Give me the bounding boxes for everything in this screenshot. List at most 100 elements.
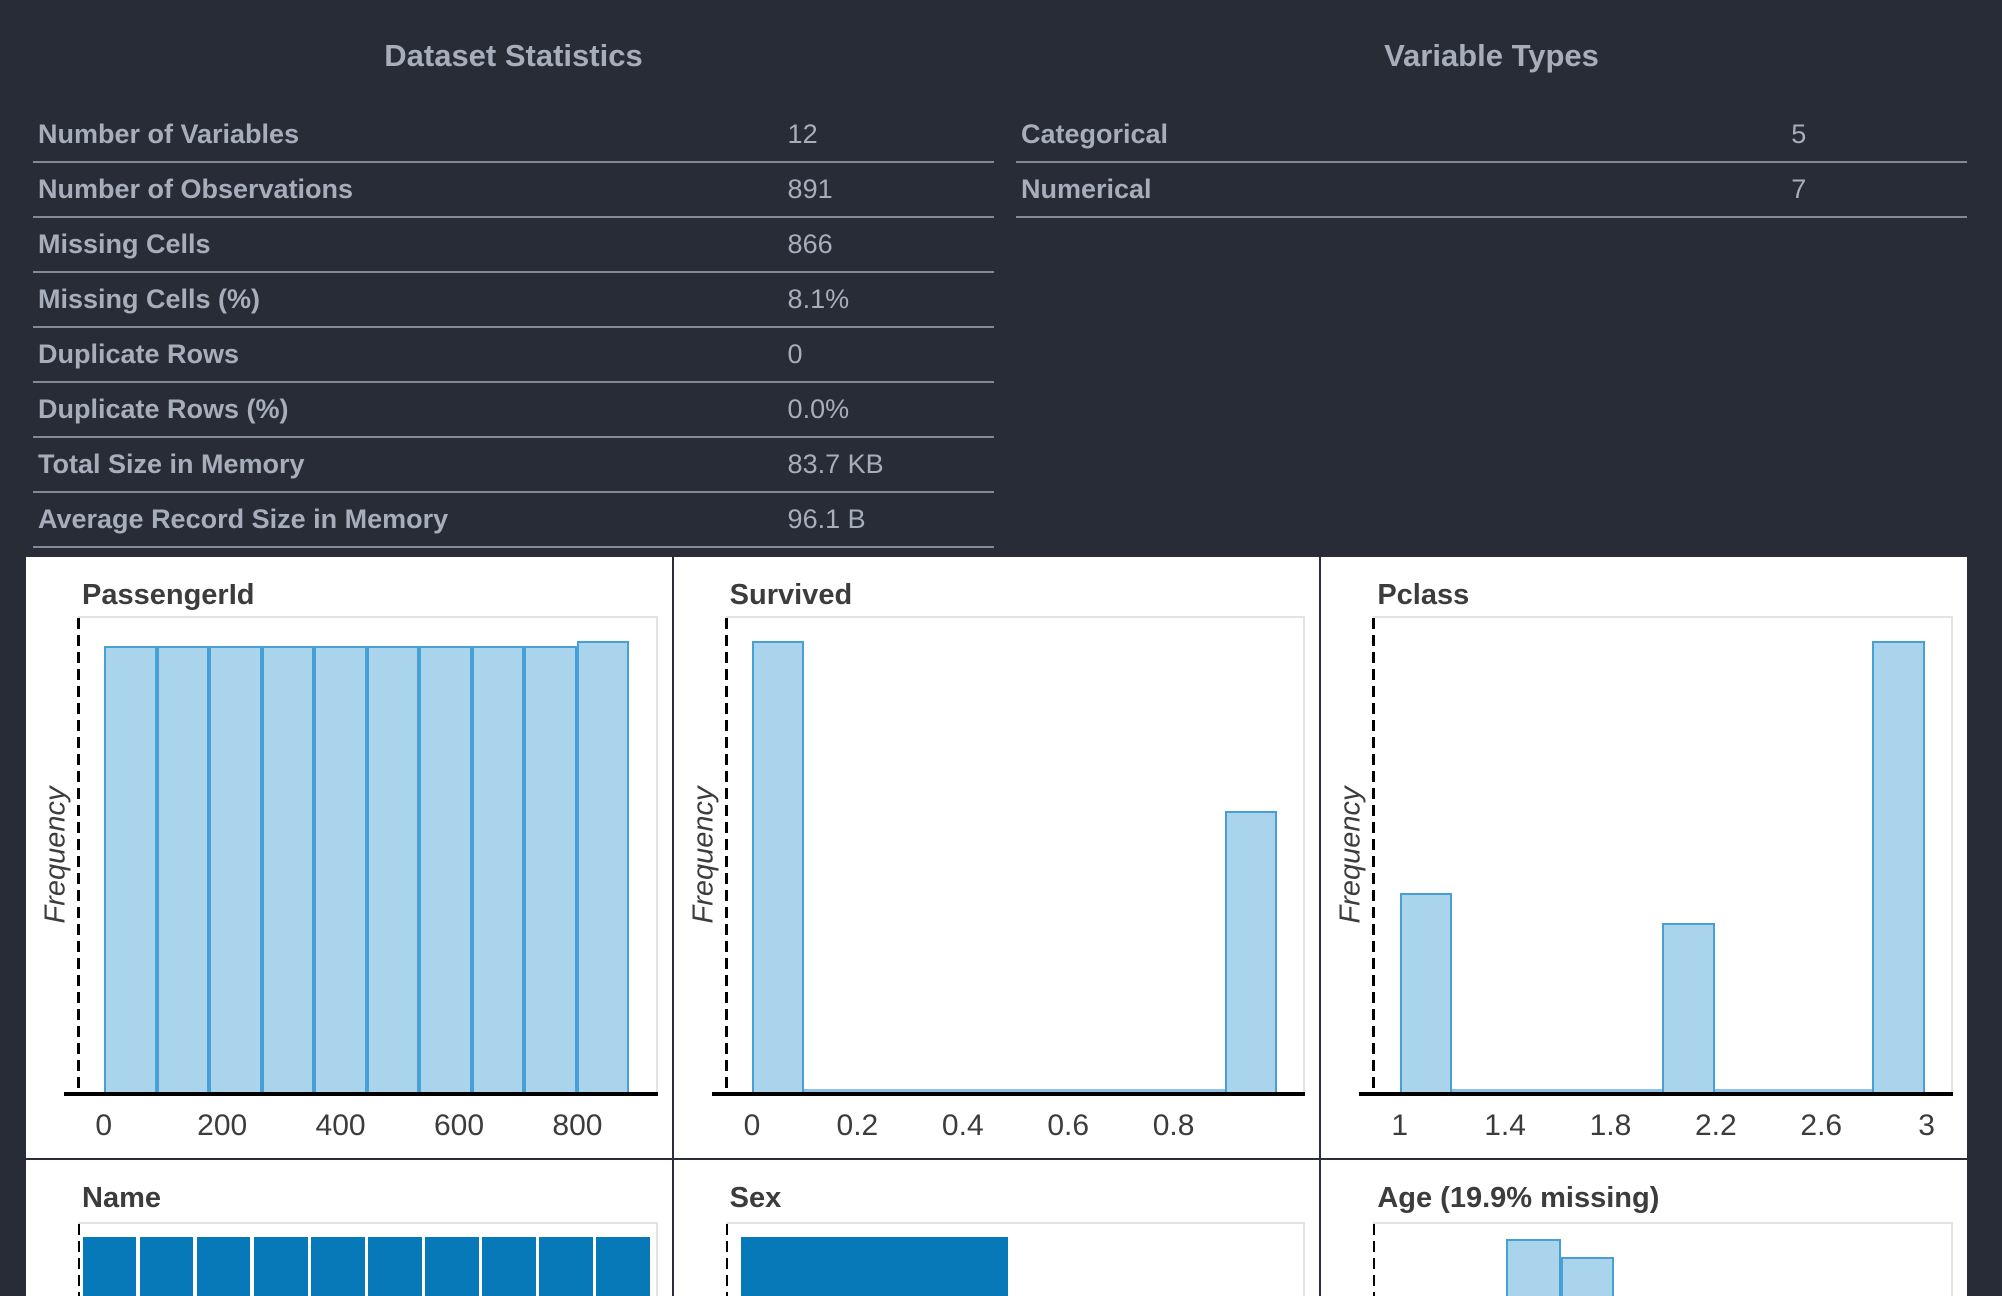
x-tick-label: 0.2 (836, 1109, 879, 1142)
x-tick-label: 2.6 (1800, 1109, 1843, 1142)
zero-bin-baseline (909, 1089, 962, 1092)
stat-value: 866 (787, 229, 833, 259)
histogram-bar (425, 1237, 479, 1296)
y-axis-label: Frequency (1334, 786, 1367, 924)
zero-bin-baseline (856, 1089, 910, 1092)
histogram-bar (139, 1237, 194, 1296)
chart-title-sex: Sex (729, 1182, 782, 1214)
histogram-bar (156, 646, 210, 1092)
x-tick-label: 0.4 (941, 1109, 984, 1142)
stat-row: Duplicate Rows (%) 0.0% (33, 383, 994, 438)
stat-label: Missing Cells (%) (38, 284, 261, 314)
y-axis-label: Frequency (687, 786, 720, 924)
stat-label: Missing Cells (38, 229, 211, 259)
stat-value: 0.0% (787, 394, 850, 424)
histogram-bar (751, 641, 805, 1092)
histogram-bar (482, 1237, 536, 1296)
stat-label: Numerical (1020, 174, 1152, 204)
histogram-bar (196, 1237, 251, 1296)
x-tick-row: 0 0.2 0.4 0.6 0.8 (726, 1109, 1306, 1153)
dataset-statistics-rows: Number of Variables 12 Number of Observati… (33, 108, 994, 548)
x-axis-line (711, 1092, 1306, 1096)
histogram-bar (1224, 811, 1278, 1092)
zero-bin-baseline (1609, 1089, 1663, 1092)
stat-label: Number of Observations (38, 174, 354, 204)
plot-area-pclass (1359, 616, 1953, 1096)
x-tick-label: 400 (315, 1109, 366, 1142)
histogram-bar (576, 641, 630, 1092)
histogram-bar (524, 646, 577, 1092)
chart-cell-passengerid: PassengerId Frequency 0 200 400 600 800 (26, 557, 672, 1158)
stat-row: Numerical 7 (1015, 163, 1967, 218)
x-tick-label: 0 (95, 1109, 113, 1142)
histogram-bar (1662, 923, 1715, 1092)
histogram-bar (209, 646, 262, 1092)
stat-value: 8.1% (787, 284, 850, 314)
histogram-bar (261, 646, 315, 1092)
charts-grid: PassengerId Frequency 0 200 400 600 800 Survive… (26, 557, 1967, 1296)
zero-bin-baseline (1172, 1089, 1225, 1092)
plot-area-age (1373, 1222, 1953, 1296)
zero-bin-baseline (1714, 1089, 1768, 1092)
stat-value: 0 (787, 339, 803, 369)
histogram-bar (1872, 641, 1925, 1092)
variable-types-rows: Categorical 5 Numerical 7 (1015, 108, 1967, 218)
x-tick-row: 1 1.4 1.8 2.2 2.6 3 (1373, 1109, 1953, 1153)
x-tick-label: 1.4 (1484, 1109, 1526, 1142)
histogram-bar (314, 646, 367, 1092)
y-axis-line (1373, 1224, 1376, 1296)
x-tick-label: 2.2 (1695, 1109, 1737, 1142)
variable-types-table: Variable Types Categorical 5 Numerical 7 (1015, 14, 1967, 548)
zero-bin-baseline (1819, 1089, 1873, 1092)
chart-cell-survived: Survived Frequency 0 0.2 0.4 0.6 0.8 (673, 557, 1320, 1158)
zero-bin-baseline (1504, 1089, 1558, 1092)
histogram-bar (741, 1237, 1009, 1296)
plot-area-name (78, 1222, 658, 1296)
stats-section: Dataset Statistics Number of Variables 12… (0, 0, 2002, 548)
y-axis-line (725, 1224, 728, 1296)
x-tick-label: 3 (1918, 1109, 1935, 1142)
zero-bin-baseline (1767, 1089, 1820, 1092)
x-tick-label: 1 (1391, 1109, 1409, 1142)
x-axis-line (64, 1092, 658, 1096)
stat-value: 5 (1791, 119, 1807, 149)
plot-area-survived (711, 616, 1306, 1096)
stat-row: Number of Observations 891 (33, 163, 994, 218)
x-tick-label: 200 (197, 1109, 248, 1142)
zero-bin-baseline (804, 1089, 857, 1092)
stat-row: Missing Cells 866 (33, 218, 994, 273)
histogram-bar (471, 646, 525, 1092)
y-axis-label: Frequency (39, 786, 72, 924)
x-tick-label: 0.8 (1152, 1109, 1195, 1142)
y-axis-line (724, 618, 728, 1096)
stat-row: Average Record Size in Memory 96.1 B (33, 493, 994, 548)
chart-title-passengerid: PassengerId (82, 579, 255, 611)
stat-label: Duplicate Rows (%) (38, 394, 289, 424)
stat-row: Duplicate Rows 0 (33, 328, 994, 383)
chart-title-survived: Survived (729, 579, 853, 611)
plot-area-sex (725, 1222, 1306, 1296)
stat-row: Categorical 5 (1015, 108, 1967, 163)
stat-row: Missing Cells (%) 8.1% (33, 273, 994, 328)
histogram-bar (82, 1237, 137, 1296)
stat-label: Total Size in Memory (38, 449, 305, 479)
chart-cell-age: Age (19.9% missing) (1321, 1160, 1967, 1296)
x-tick-label: 600 (433, 1109, 485, 1142)
x-tick-row: 0 200 400 600 800 (78, 1109, 658, 1153)
zero-bin-baseline (961, 1089, 1015, 1092)
chart-cell-sex: Sex (673, 1160, 1320, 1296)
variable-types-title: Variable Types (1384, 38, 1599, 73)
zero-bin-baseline (1452, 1089, 1505, 1092)
stat-label: Average Record Size in Memory (38, 504, 449, 534)
x-tick-label: 0 (743, 1109, 761, 1142)
histogram-bar (104, 646, 157, 1092)
zero-bin-baseline (1067, 1089, 1120, 1092)
plot-area-passengerid (64, 616, 658, 1096)
stat-row: Total Size in Memory 83.7 KB (33, 438, 994, 493)
histogram-bar (596, 1237, 650, 1296)
zero-bin-baseline (1014, 1089, 1067, 1092)
chart-title-age: Age (19.9% missing) (1377, 1182, 1660, 1214)
dataset-statistics-title: Dataset Statistics (384, 38, 643, 73)
histogram-bar (1399, 893, 1453, 1092)
